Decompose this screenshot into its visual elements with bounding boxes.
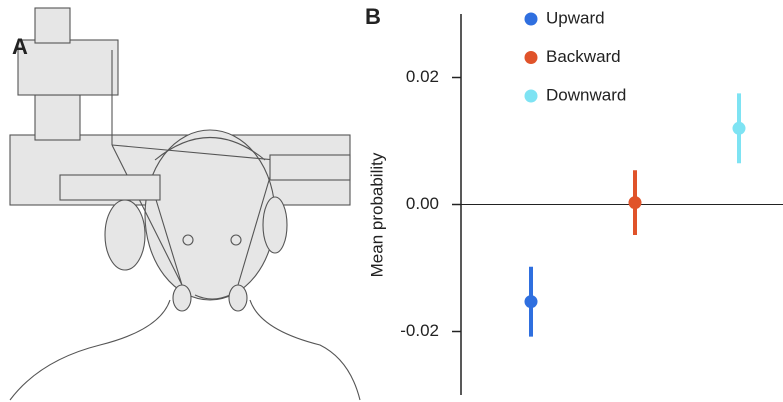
legend-label: Downward <box>546 85 626 104</box>
point <box>628 196 642 210</box>
pad <box>228 284 248 312</box>
legend-marker <box>524 12 538 26</box>
ear-cup-left <box>104 199 146 271</box>
pad <box>172 284 192 312</box>
clamp-left <box>59 174 161 201</box>
head <box>144 129 276 301</box>
point <box>732 121 746 135</box>
legend-marker <box>524 51 538 64</box>
mouth <box>194 294 231 300</box>
clamp-right <box>269 154 351 181</box>
motor-block <box>34 94 81 141</box>
panel-label: B <box>365 4 381 29</box>
eye <box>182 234 194 246</box>
hair <box>154 136 266 161</box>
ear-cup-right <box>262 196 288 254</box>
motor-frame <box>17 39 119 96</box>
panel-label: A <box>12 34 28 59</box>
y-axis-label: Mean probability <box>367 152 386 277</box>
point <box>524 295 538 309</box>
y-tick-label: -0.02 <box>400 321 439 340</box>
legend-label: Backward <box>546 47 621 66</box>
legend-label: Upward <box>546 8 605 27</box>
y-tick-label: 0.02 <box>406 67 439 86</box>
legend-marker <box>524 89 538 103</box>
shoulders <box>9 299 361 401</box>
y-tick-label: 0.00 <box>406 194 439 213</box>
eye <box>230 234 242 246</box>
headset-illustration <box>9 7 361 401</box>
motor <box>34 7 71 44</box>
